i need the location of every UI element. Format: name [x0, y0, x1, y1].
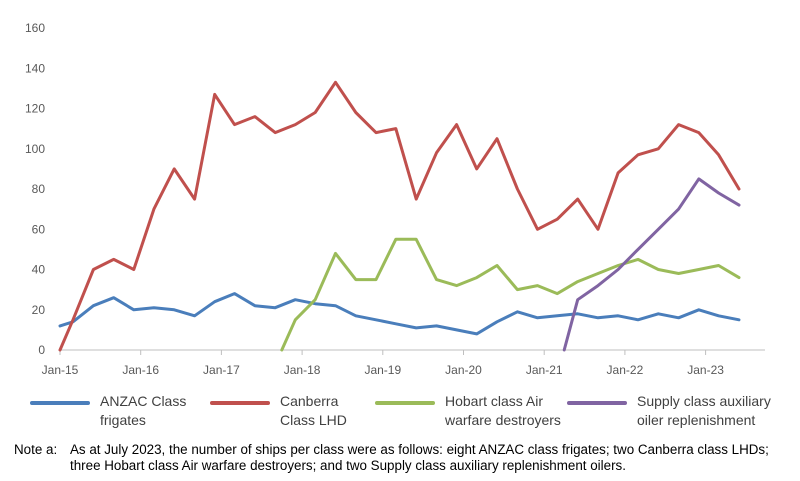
legend-label-anzac: ANZAC Class frigates: [100, 393, 187, 428]
legend-label-supply: Supply class auxiliary oiler replenishme…: [637, 393, 771, 428]
legend-swatch-hobart: [375, 401, 435, 405]
legend-label-hobart: Hobart class Air warfare destroyers: [445, 393, 561, 428]
series-line-2: [280, 237, 741, 352]
legend-swatch-supply: [567, 401, 627, 405]
y-tick-label: 140: [25, 61, 45, 75]
y-tick-label: 40: [32, 263, 46, 277]
y-tick-label: 20: [32, 303, 46, 317]
legend-item-anzac: ANZAC Class frigates: [30, 392, 200, 430]
legend: ANZAC Class frigates Canberra Class LHD …: [30, 392, 790, 436]
line-chart: 0 20 40 60 80 100 120 140 160 Jan-15 Jan-16 Jan-17 J…: [25, 21, 765, 377]
series-line-1: [58, 80, 741, 352]
y-tick-label: 120: [25, 102, 45, 116]
series-line-0: [58, 292, 741, 336]
x-tick-label: Jan-21: [526, 363, 563, 377]
x-tick-label: Jan-15: [42, 363, 79, 377]
x-tick-label: Jan-19: [364, 363, 401, 377]
x-tick-label: Jan-22: [607, 363, 644, 377]
x-tick-label: Jan-23: [687, 363, 724, 377]
footnote-text: As at July 2023, the number of ships per…: [70, 442, 769, 473]
y-tick-label: 60: [32, 222, 46, 236]
x-tick-label: Jan-17: [203, 363, 240, 377]
y-tick-label: 160: [25, 21, 45, 35]
x-tick-label: Jan-20: [445, 363, 482, 377]
y-tick-label: 100: [25, 142, 45, 156]
y-tick-label: 80: [32, 182, 46, 196]
footnote: Note a: As at July 2023, the number of s…: [14, 442, 794, 474]
legend-label-canberra: Canberra Class LHD: [280, 393, 347, 428]
x-tick-label: Jan-16: [122, 363, 159, 377]
series-line-3: [562, 177, 741, 352]
y-tick-label: 0: [38, 343, 45, 357]
legend-item-hobart: Hobart class Air warfare destroyers: [375, 392, 575, 430]
legend-item-supply: Supply class auxiliary oiler replenishme…: [567, 392, 792, 430]
legend-swatch-anzac: [30, 401, 90, 405]
footnote-marker: Note a:: [14, 442, 58, 457]
legend-swatch-canberra: [210, 401, 270, 405]
x-tick-label: Jan-18: [284, 363, 321, 377]
legend-item-canberra: Canberra Class LHD: [210, 392, 360, 430]
